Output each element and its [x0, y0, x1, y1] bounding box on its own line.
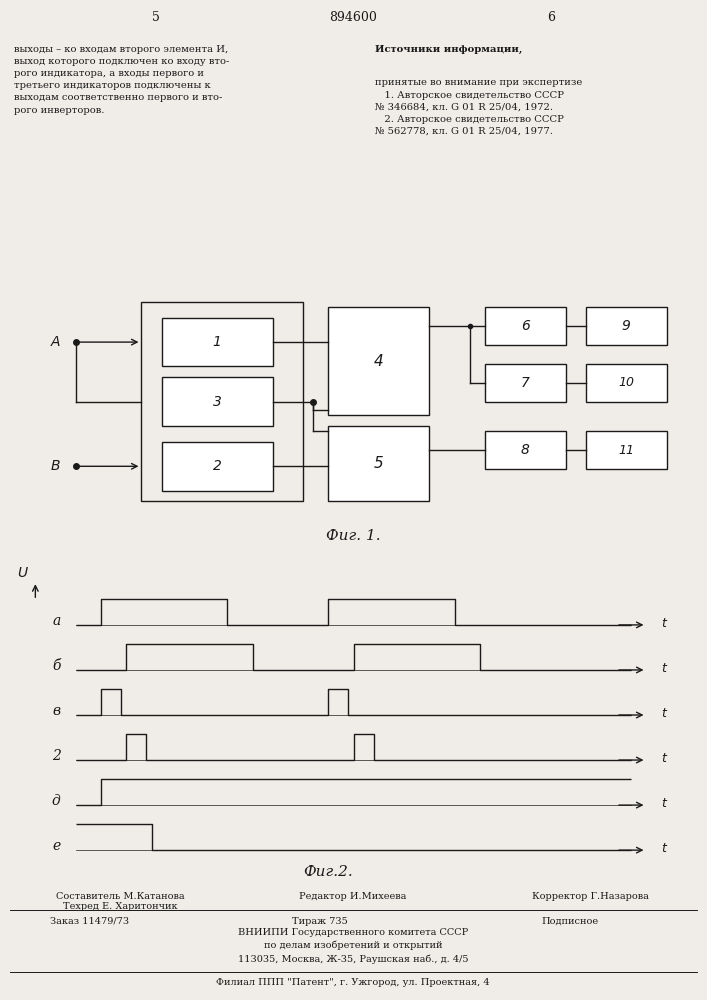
Text: t: t — [662, 707, 667, 720]
Text: Фиг.2.: Фиг.2. — [303, 865, 353, 879]
Bar — [485, 364, 566, 401]
Text: принятые во внимание при экспертизе
   1. Авторское свидетельство СССР
№ 346684,: принятые во внимание при экспертизе 1. А… — [375, 78, 582, 136]
Text: 2: 2 — [52, 749, 61, 763]
Text: 8: 8 — [521, 443, 530, 457]
Text: 5: 5 — [151, 11, 160, 24]
Bar — [162, 442, 273, 491]
Text: Корректор Г.Назарова: Корректор Г.Назарова — [532, 892, 648, 901]
Text: Редактор И.Михеева: Редактор И.Михеева — [299, 892, 407, 901]
Text: t: t — [662, 662, 667, 675]
Text: 6: 6 — [521, 319, 530, 333]
Text: ВНИИПИ Государственного комитета СССР
по делам изобретений и открытий
113035, Мо: ВНИИПИ Государственного комитета СССР по… — [238, 928, 468, 964]
Text: 4: 4 — [374, 354, 384, 368]
Text: 6: 6 — [547, 11, 556, 24]
Bar — [162, 377, 273, 426]
Bar — [485, 431, 566, 469]
Bar — [141, 302, 303, 501]
Text: 5: 5 — [374, 456, 384, 471]
Text: Заказ 11479/73: Заказ 11479/73 — [50, 917, 129, 926]
Text: Составитель М.Катанова: Составитель М.Катанова — [56, 892, 185, 901]
Text: U: U — [18, 566, 28, 580]
Bar — [328, 307, 429, 415]
Text: 3: 3 — [213, 394, 221, 408]
Text: t: t — [662, 797, 667, 810]
Text: е: е — [52, 839, 61, 853]
Text: Техред Е. Харитончик: Техред Е. Харитончик — [63, 902, 177, 911]
Bar — [328, 426, 429, 501]
Bar — [586, 364, 667, 401]
Text: 1: 1 — [213, 335, 221, 349]
Text: B: B — [51, 459, 60, 473]
Bar — [162, 318, 273, 366]
Text: a: a — [52, 614, 61, 628]
Bar — [586, 431, 667, 469]
Bar — [485, 307, 566, 345]
Text: t: t — [662, 752, 667, 765]
Text: Тираж 735: Тираж 735 — [292, 917, 348, 926]
Text: 7: 7 — [521, 376, 530, 390]
Text: Фиг. 1.: Фиг. 1. — [326, 530, 381, 544]
Text: 2: 2 — [213, 459, 221, 473]
Text: в: в — [52, 704, 61, 718]
Text: 10: 10 — [618, 376, 634, 389]
Text: Подписное: Подписное — [542, 917, 599, 926]
Text: д: д — [52, 794, 61, 808]
Text: выходы – ко входам второго элемента И,
выход которого подключен ко входу вто-
ро: выходы – ко входам второго элемента И, в… — [14, 45, 230, 115]
Bar — [586, 307, 667, 345]
Text: 11: 11 — [618, 444, 634, 457]
Text: Источники информации,: Источники информации, — [375, 45, 522, 54]
Text: б: б — [52, 659, 61, 673]
Text: 894600: 894600 — [329, 11, 378, 24]
Text: 9: 9 — [621, 319, 631, 333]
Text: t: t — [662, 842, 667, 855]
Text: Филиал ППП "Патент", г. Ужгород, ул. Проектная, 4: Филиал ППП "Патент", г. Ужгород, ул. Про… — [216, 978, 490, 987]
Text: A: A — [51, 335, 60, 349]
Text: t: t — [662, 617, 667, 630]
